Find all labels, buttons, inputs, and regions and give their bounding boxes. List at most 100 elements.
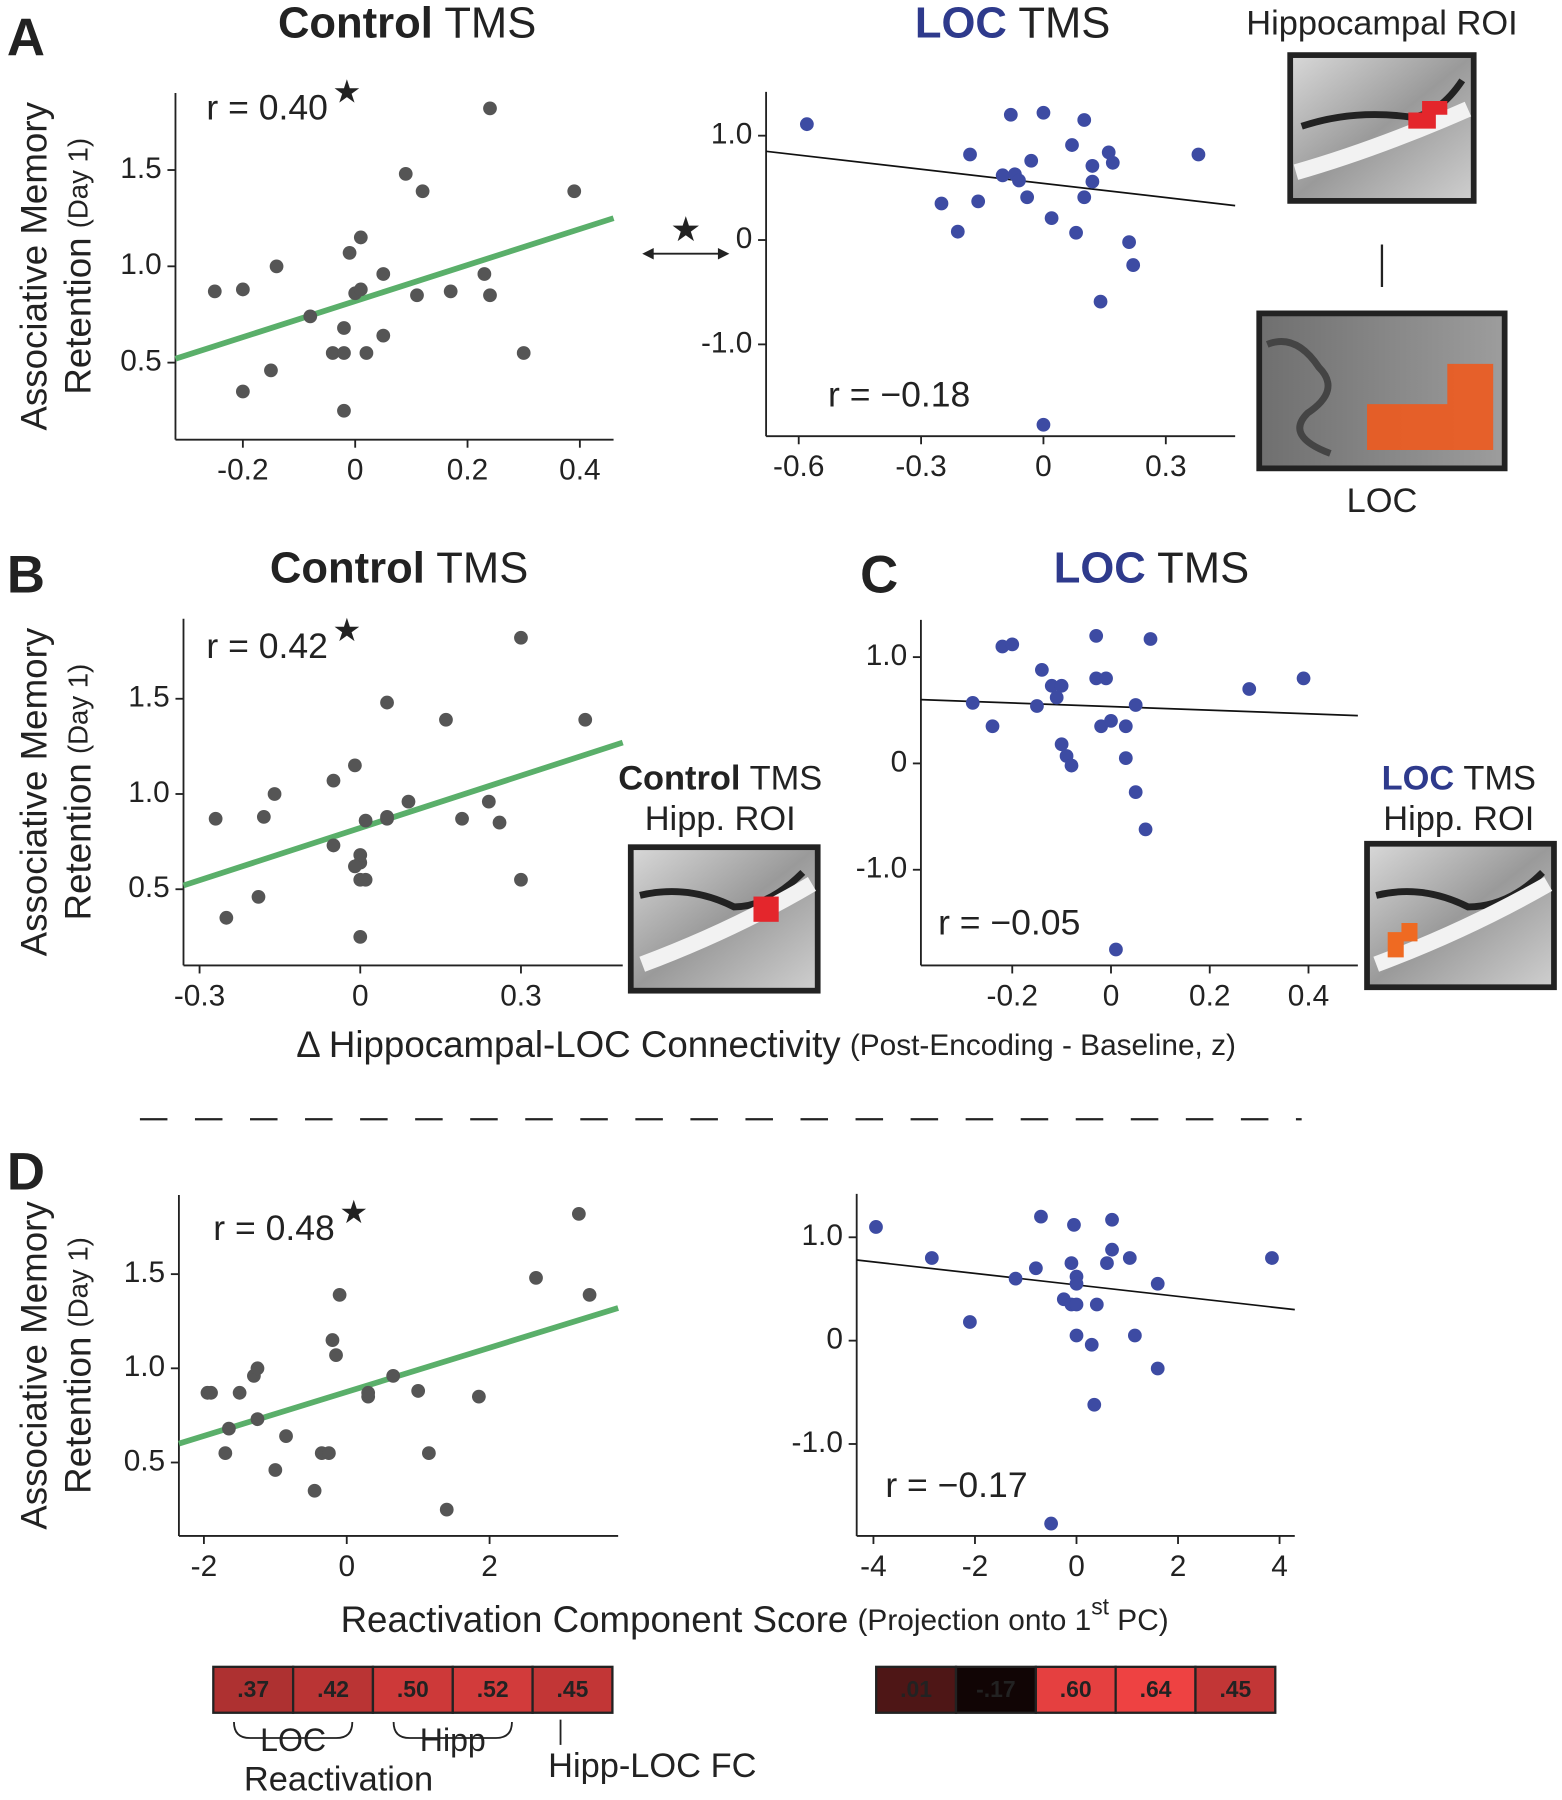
roi [1408, 101, 1448, 129]
point [204, 1385, 218, 1400]
point [985, 719, 1000, 734]
point [567, 184, 582, 199]
point [963, 1315, 977, 1329]
y-tick-label: 0.5 [128, 871, 169, 904]
point [256, 809, 271, 824]
title-rest: TMS [1018, 0, 1110, 47]
heatmap-value: .60 [1060, 1676, 1092, 1702]
significance-star: ★ [339, 1194, 368, 1230]
y-axis-label-main: Retention [57, 763, 98, 920]
point [235, 282, 250, 297]
point [924, 1251, 939, 1265]
y-axis-label-detail: (Day 1) [63, 1237, 94, 1327]
comparison-arrow [642, 247, 730, 260]
point [1069, 225, 1083, 240]
point [1029, 1261, 1043, 1276]
fit-line [174, 215, 615, 362]
x-axis-label-detail: (Projection onto 1 [858, 1604, 1092, 1637]
title-rest: TMS [1157, 544, 1249, 592]
point [455, 811, 469, 826]
x-tick-label: -2 [191, 1550, 218, 1583]
point [1069, 1276, 1084, 1291]
point [1105, 1242, 1119, 1257]
point [1089, 628, 1104, 643]
point [439, 712, 453, 727]
y-axis-label: Associative Memory [13, 627, 54, 956]
x-tick-label: 2 [1170, 1550, 1187, 1583]
point [329, 1348, 343, 1363]
point [1122, 235, 1136, 250]
point [1012, 173, 1026, 188]
point [1044, 678, 1059, 693]
y-axis-label: Retention (Day 1) [57, 1237, 98, 1494]
point [359, 346, 374, 360]
heatmap-value: .42 [317, 1676, 349, 1702]
panel-letter: C [860, 545, 898, 604]
point [1150, 1276, 1165, 1291]
y-tick-label: 1.0 [124, 1350, 165, 1383]
point [218, 1446, 233, 1460]
point [1118, 719, 1133, 734]
point [1089, 671, 1104, 686]
x-tick-label: -0.2 [217, 454, 268, 487]
heatmap-cell [212, 1665, 295, 1714]
x-tick-label: 0 [1068, 1550, 1085, 1583]
brain-structure [1265, 338, 1332, 457]
point [380, 695, 394, 710]
x-axis-label-main: Reactivation Component Score [341, 1599, 849, 1640]
heatmap-cell [451, 1665, 534, 1714]
point [582, 1287, 597, 1302]
point [471, 1389, 486, 1404]
inset-label: Hippocampal ROI [1246, 4, 1517, 42]
point [376, 267, 391, 281]
title-emphasis: Control [270, 544, 425, 592]
point [1296, 671, 1311, 686]
y-tick-label: 1.0 [128, 776, 169, 809]
point [995, 168, 1010, 183]
chart-title: LOC TMS [1054, 544, 1249, 592]
x-tick-label: 0.3 [1145, 450, 1186, 483]
point [1054, 737, 1069, 752]
x-tick-label: -0.6 [773, 450, 824, 483]
correlation-label: r = 0.42 [206, 626, 327, 666]
panel-letter: D [7, 1142, 45, 1201]
x-tick-label: 0.2 [1189, 979, 1230, 1012]
heatmap-value: -.17 [976, 1676, 1016, 1702]
y-tick-label: 1.0 [120, 248, 161, 281]
correlation-label: r = −0.05 [938, 903, 1080, 943]
inset-label: Hipp. ROI [645, 800, 796, 838]
x-tick-label: -0.2 [987, 979, 1038, 1012]
point [1127, 1328, 1142, 1343]
brain-structure [1293, 101, 1472, 180]
point [439, 1502, 454, 1517]
x-tick-label: 0 [347, 454, 364, 487]
point [1020, 190, 1035, 205]
inset-label: Control TMS [618, 760, 822, 798]
x-tick-label: 0 [352, 979, 369, 1012]
point [410, 288, 424, 303]
point [353, 282, 368, 297]
point [1265, 1251, 1279, 1265]
y-tick-label: 0.5 [124, 1444, 165, 1477]
point [1067, 1217, 1081, 1232]
point [376, 328, 391, 343]
point [1036, 417, 1051, 432]
heatmap-value: .50 [397, 1676, 429, 1702]
chart: -0.2 0 0.2 0.4 -1.0 0 1.0 LOC TMS r = −0.05 [856, 544, 1358, 1012]
point [1034, 1209, 1048, 1224]
x-tick-label: 0 [1103, 979, 1120, 1012]
y-axis-label: Retention (Day 1) [57, 138, 98, 395]
point [322, 1446, 336, 1460]
point [1100, 1256, 1114, 1271]
point [326, 838, 341, 853]
point [1128, 698, 1143, 712]
point [950, 224, 965, 239]
y-tick-label: 1.0 [866, 639, 907, 672]
point [267, 787, 282, 801]
point [492, 815, 507, 830]
point [398, 166, 413, 181]
x-axis-label-sup: st [1091, 1593, 1109, 1619]
y-tick-label: 0 [736, 222, 753, 255]
point [1109, 942, 1123, 957]
